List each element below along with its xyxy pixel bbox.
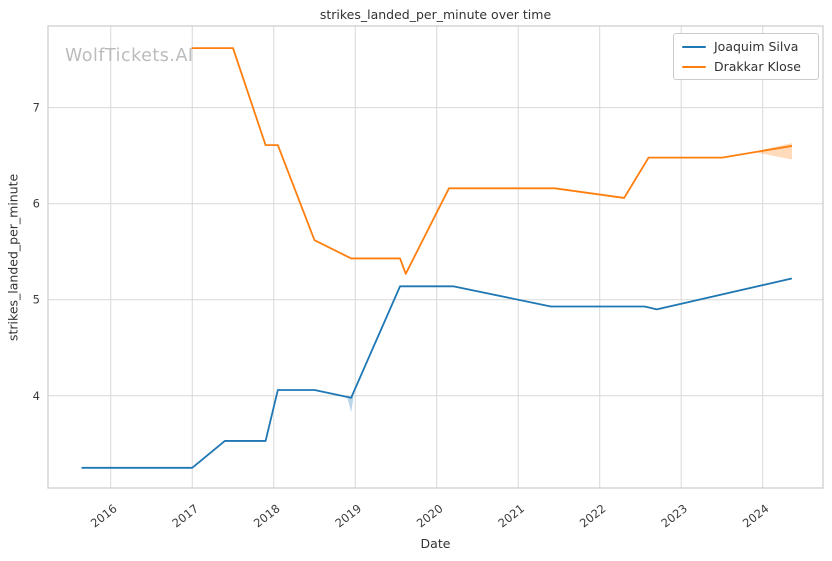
- y-tick-label: 5: [33, 293, 40, 307]
- tick-label-layer: 2016 2017 2018 2019 2020 2021 2022 2023 2024 4 5 6 7: [33, 101, 772, 531]
- legend: Joaquim Silva Drakkar Klose: [673, 33, 819, 80]
- uncertainty-band: [347, 396, 354, 413]
- watermark-text: WolfTickets.AI: [65, 46, 194, 66]
- series-line-drakkar-klose: [191, 47, 793, 275]
- x-tick-label: 2021: [495, 501, 527, 530]
- legend-line-swatch-orange: [682, 65, 706, 68]
- y-tick-label: 7: [33, 101, 40, 115]
- x-tick-label: 2019: [332, 501, 364, 530]
- x-axis-label: Date: [420, 536, 451, 551]
- x-tick-label: 2018: [251, 501, 283, 530]
- plot-border: [47, 25, 824, 489]
- legend-label: Joaquim Silva: [714, 39, 799, 54]
- y-axis-label: strikes_landed_per_minute: [5, 173, 21, 341]
- x-tick-label: 2024: [740, 501, 772, 530]
- x-tick-label: 2023: [658, 501, 690, 530]
- series-line-joaquim-silva: [81, 277, 793, 469]
- x-tick-label: 2016: [88, 501, 120, 530]
- y-tick-label: 4: [33, 389, 40, 403]
- series-layer: [81, 47, 793, 469]
- legend-item-joaquim-silva: Joaquim Silva: [682, 39, 810, 54]
- chart-title: strikes_landed_per_minute over time: [319, 7, 552, 22]
- uncertainty-band-layer: [347, 143, 793, 413]
- y-tick-label: 6: [33, 197, 40, 211]
- x-tick-label: 2020: [414, 501, 446, 530]
- legend-item-drakkar-klose: Drakkar Klose: [682, 59, 810, 74]
- x-tick-label: 2022: [577, 501, 609, 530]
- grid-layer: [47, 25, 824, 489]
- legend-line-swatch-blue: [682, 45, 706, 48]
- legend-label: Drakkar Klose: [714, 59, 801, 74]
- x-tick-label: 2017: [169, 501, 201, 530]
